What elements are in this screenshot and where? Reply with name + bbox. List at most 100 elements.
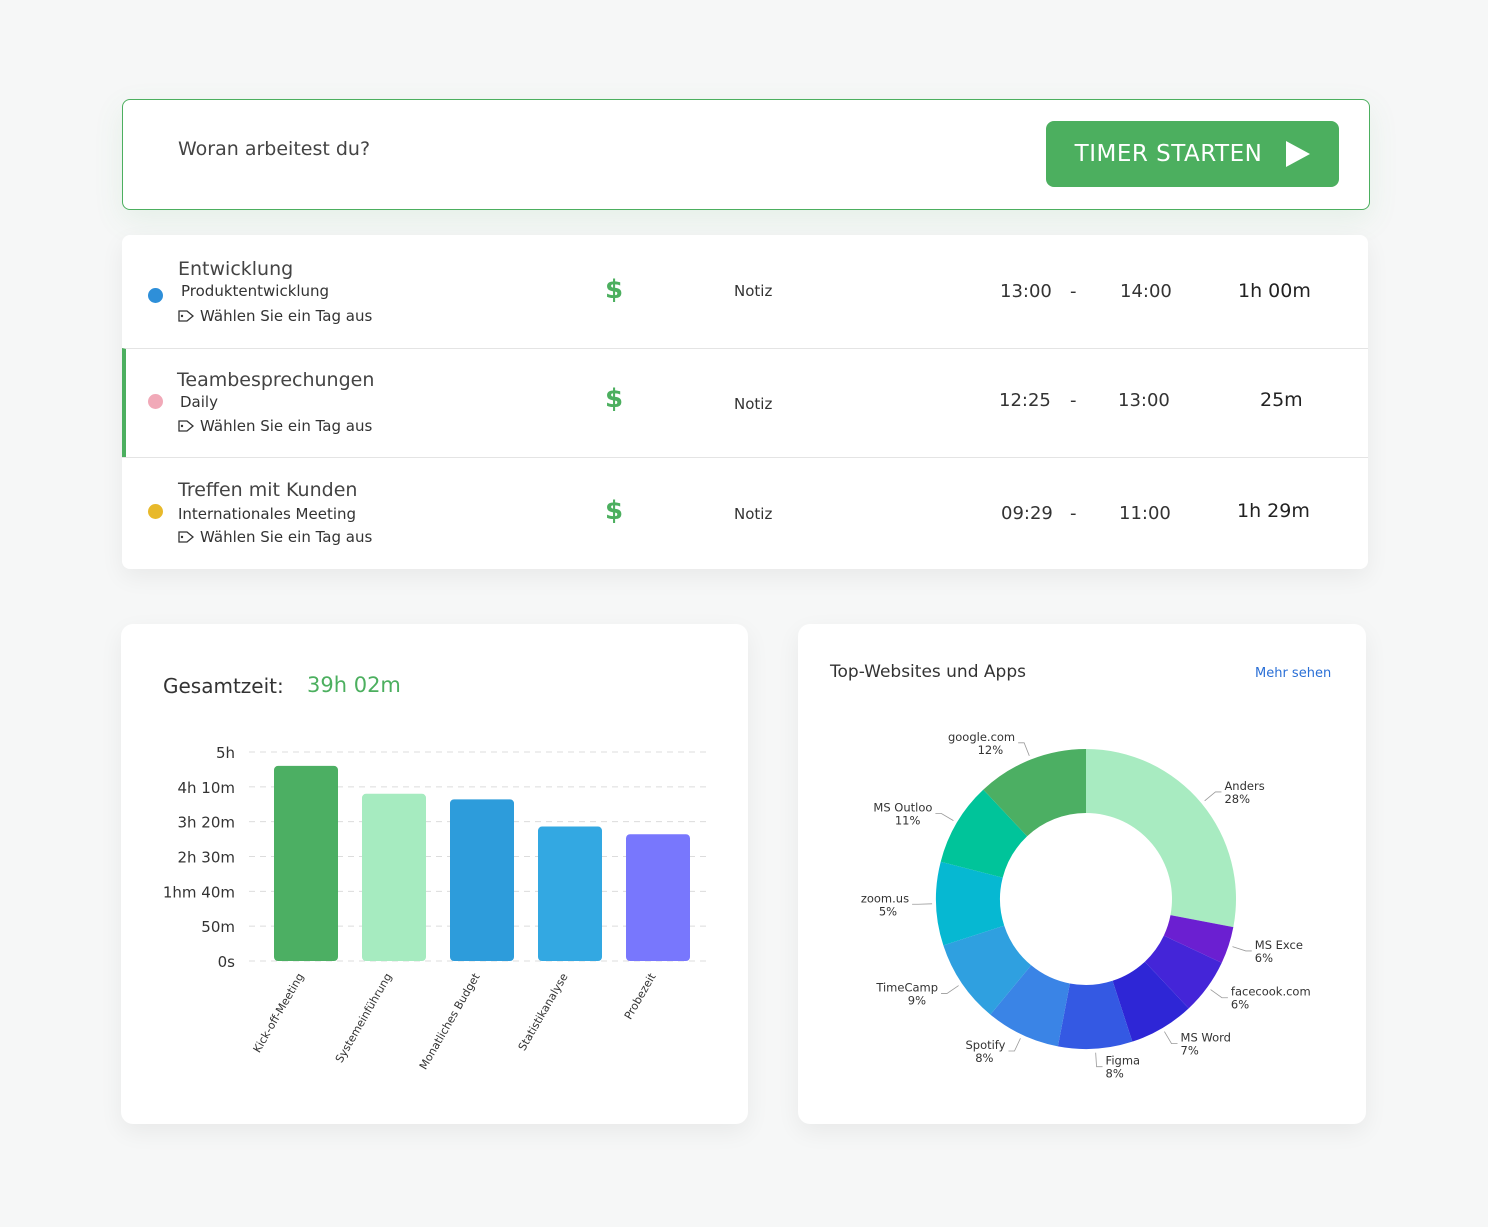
project-name[interactable]: Entwicklung [178,258,294,280]
y-tick-label: 2h 30m [177,849,235,867]
tag-label: Wählen Sie ein Tag aus [200,307,373,325]
start-time[interactable]: 09:29 [1001,503,1053,524]
start-timer-button[interactable]: TIMER STARTEN [1046,121,1339,187]
leader-line [1232,946,1252,952]
note-field[interactable]: Notiz [734,505,773,523]
bar [362,793,426,961]
top-apps-card: Top-Websites und Apps Mehr sehen Anders 2… [798,624,1366,1124]
total-time-value: 39h 02m [307,673,401,697]
y-tick-label: 3h 20m [177,814,235,832]
end-time[interactable]: 13:00 [1118,390,1170,411]
slice-label: Spotify [965,1038,1005,1052]
duration[interactable]: 25m [1260,389,1303,411]
billable-toggle[interactable]: $ [605,275,624,305]
slice-percent: 5% [879,904,897,918]
leader-line [1018,742,1030,756]
billable-toggle[interactable]: $ [605,384,624,414]
bar [274,765,338,961]
project-name[interactable]: Treffen mit Kunden [178,479,358,501]
donut-slice [1163,915,1234,963]
slice-label: MS Word [1181,1031,1231,1045]
note-field[interactable]: Notiz [734,395,773,413]
slice-label: TimeCamp [875,980,938,994]
slice-label: MS Outloo [873,800,932,814]
tag-icon [178,531,194,543]
project-color-dot [148,504,163,519]
task-name[interactable]: Internationales Meeting [178,505,357,523]
total-time-label: Gesamtzeit: [163,674,284,698]
time-entry-row[interactable]: Treffen mit Kunden Internationales Meeti… [122,457,1368,569]
slice-percent: 12% [978,743,1004,757]
time-entry-row[interactable]: Teambesprechungen Daily Wählen Sie ein T… [122,348,1368,457]
x-tick-label: Statistikanalyse [516,971,571,1053]
slice-label: MS Exce [1255,938,1303,952]
tag-icon [178,310,194,322]
slice-label: google.com [948,730,1015,744]
project-color-dot [148,394,163,409]
slice-percent: 6% [1231,998,1249,1012]
x-tick-label: Probezeit [622,970,659,1021]
tag-label: Wählen Sie ein Tag aus [200,417,373,435]
y-tick-label: 0s [218,953,236,971]
donut-slice [1057,980,1133,1049]
tag-selector[interactable]: Wählen Sie ein Tag aus [178,528,372,546]
total-time-card: Gesamtzeit: 39h 02m 5h 4h 10m 3h 20m 2h 30m… [121,624,748,1124]
slice-label: Figma [1106,1054,1141,1068]
duration[interactable]: 1h 00m [1238,280,1311,302]
start-timer-label: TIMER STARTEN [1074,141,1263,167]
leader-line [1210,989,1228,999]
y-tick-label: 1hm 40m [163,883,235,901]
slice-percent: 11% [895,813,921,827]
bar [626,834,690,961]
time-entry-row[interactable]: Entwicklung Produktentwicklung Wählen Si… [122,235,1368,346]
leader-line [941,985,959,994]
donut-slice [1086,749,1236,928]
end-time[interactable]: 14:00 [1120,281,1172,302]
tag-label: Wählen Sie ein Tag aus [200,528,373,546]
slice-percent: 8% [1106,1067,1124,1081]
slice-percent: 8% [975,1051,993,1065]
start-time[interactable]: 12:25 [999,390,1051,411]
see-more-link[interactable]: Mehr sehen [1255,666,1332,681]
x-tick-label: Systemeinführung [333,971,395,1065]
tag-selector[interactable]: Wählen Sie ein Tag aus [178,307,372,325]
time-separator: - [1070,390,1077,411]
leader-line [1164,1031,1178,1045]
donut-slice [1144,935,1222,1009]
leader-line [1008,1038,1021,1052]
slice-percent: 7% [1181,1044,1199,1058]
project-color-dot [148,288,163,303]
duration[interactable]: 1h 29m [1237,500,1310,522]
time-bar-chart: 5h 4h 10m 3h 20m 2h 30m 1hm 40m 50m 0s Kick-off… [163,744,709,1072]
donut-slice [1112,961,1189,1042]
y-tick-label: 50m [201,918,235,936]
tag-selector[interactable]: Wählen Sie ein Tag aus [178,417,372,435]
play-icon [1286,141,1311,167]
billable-toggle[interactable]: $ [605,496,624,526]
donut-slice [936,861,1005,946]
donut-slice [940,789,1028,878]
task-name[interactable]: Daily [180,393,218,411]
slice-percent: 6% [1255,951,1273,965]
start-time[interactable]: 13:00 [1000,281,1052,302]
tag-icon [178,420,194,432]
time-entries-list: Entwicklung Produktentwicklung Wählen Si… [122,235,1368,569]
top-apps-title: Top-Websites und Apps [830,662,1026,682]
task-name[interactable]: Produktentwicklung [181,282,330,300]
slice-percent: 28% [1224,792,1250,806]
end-time[interactable]: 11:00 [1119,503,1171,524]
time-separator: - [1070,281,1077,302]
task-description-input[interactable] [178,138,878,160]
leader-line [935,813,954,821]
leader-line [1204,791,1222,802]
slice-label: zoom.us [861,891,909,905]
donut-slice [943,925,1032,1015]
slice-label: Anders [1224,779,1264,793]
note-field[interactable]: Notiz [734,282,773,300]
project-name[interactable]: Teambesprechungen [177,369,375,391]
donut-slice [990,965,1070,1047]
x-tick-label: Monatliches Budget [417,970,483,1071]
x-tick-label: Kick-off-Meeting [251,971,307,1055]
donut-slice [983,749,1086,837]
